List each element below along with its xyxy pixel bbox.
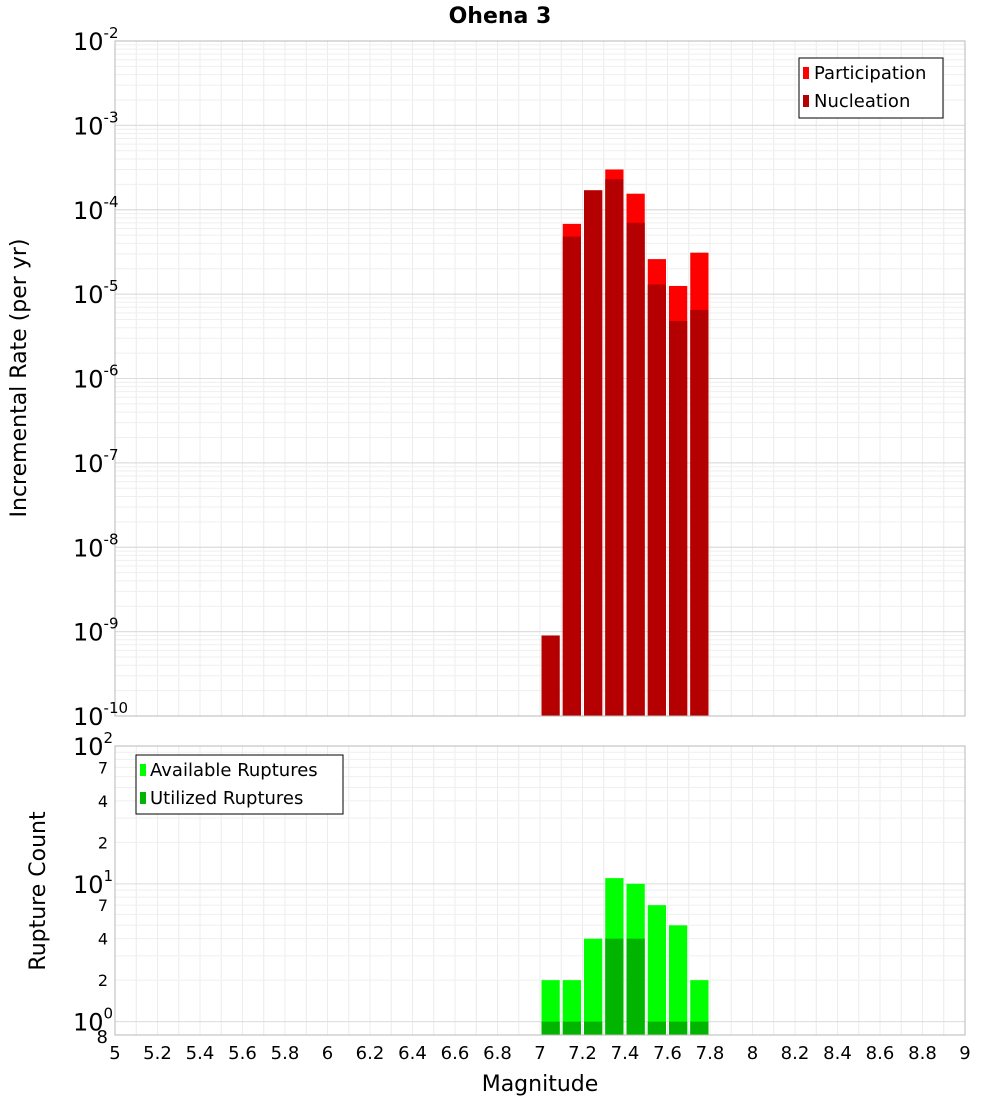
count-bars — [541, 878, 709, 1035]
nucleation-bar — [605, 179, 624, 716]
rate-legend: Participation Nucleation — [798, 57, 944, 119]
participation-legend-label: Participation — [814, 63, 926, 84]
y-tick-label: 10-2 — [73, 24, 119, 56]
count-plot-frame — [114, 745, 966, 1036]
available-legend-label: Available Ruptures — [150, 760, 318, 781]
x-tick-label: 6.4 — [398, 1043, 427, 1064]
y-tick-label: 8 — [97, 1027, 108, 1048]
x-tick-label: 6 — [322, 1043, 333, 1064]
count-y-axis-label: Rupture Count — [26, 811, 51, 971]
rate-plot-frame — [114, 40, 966, 717]
x-axis-label: Magnitude — [482, 1072, 599, 1097]
available-ruptures-bar — [541, 980, 560, 1035]
chart-title: Ohena 3 — [449, 4, 552, 29]
x-tick-label: 8.8 — [908, 1043, 937, 1064]
y-tick-label: 7 — [98, 758, 108, 777]
available-ruptures-bar — [584, 938, 603, 1035]
utilized-ruptures-bar — [584, 1021, 603, 1035]
available-ruptures-bar — [647, 905, 666, 1035]
y-tick-label: 10-7 — [73, 446, 119, 478]
y-tick-label: 10-4 — [73, 193, 119, 225]
x-tick-label: 8.4 — [823, 1043, 852, 1064]
x-tick-label: 5.4 — [186, 1043, 215, 1064]
x-tick-label: 7.2 — [568, 1043, 597, 1064]
x-tick-labels: 5 5.2 5.4 5.6 5.8 6 6.2 6.4 6.6 6.8 7 7.2 7.4 7.6 7.8 8… — [109, 1043, 970, 1064]
y-tick-label: 100 — [73, 1005, 113, 1037]
count-legend: Available Ruptures Utilized Ruptures — [135, 754, 344, 815]
rate-bars — [541, 169, 709, 716]
y-tick-label: 10-5 — [73, 277, 119, 309]
available-ruptures-bar — [690, 980, 709, 1035]
x-tick-label: 6.2 — [356, 1043, 385, 1064]
utilized-ruptures-bar — [605, 938, 624, 1035]
utilized-ruptures-bar — [690, 1021, 709, 1035]
y-tick-label: 102 — [73, 729, 113, 761]
y-tick-label: 4 — [98, 930, 108, 949]
x-tick-label: 5.6 — [228, 1043, 257, 1064]
nucleation-bar — [541, 635, 560, 716]
y-tick-label: 101 — [73, 867, 113, 899]
utilized-ruptures-bar — [647, 1021, 666, 1035]
x-tick-label: 6.8 — [483, 1043, 512, 1064]
participation-legend-swatch — [803, 67, 809, 79]
available-ruptures-bar — [669, 925, 688, 1035]
utilized-ruptures-bar — [541, 1021, 560, 1035]
utilized-ruptures-bar — [562, 1021, 581, 1035]
y-tick-label: 10-9 — [73, 615, 119, 647]
nucleation-legend-label: Nucleation — [814, 91, 910, 112]
nucleation-bar — [690, 309, 709, 716]
y-tick-label: 2 — [98, 971, 108, 990]
utilized-ruptures-bar — [669, 1021, 688, 1035]
x-tick-label: 7 — [534, 1043, 545, 1064]
nucleation-legend-swatch — [803, 95, 809, 107]
rate-y-axis-label: Incremental Rate (per yr) — [7, 239, 32, 518]
utilized-legend-label: Utilized Ruptures — [150, 788, 303, 809]
x-tick-label: 7.8 — [696, 1043, 725, 1064]
y-tick-label: 10-3 — [73, 108, 119, 140]
nucleation-bar — [562, 236, 581, 716]
x-tick-label: 5 — [109, 1043, 120, 1064]
x-tick-label: 6.6 — [441, 1043, 470, 1064]
y-tick-label: 7 — [98, 896, 108, 915]
available-ruptures-bar — [562, 980, 581, 1035]
nucleation-bar — [669, 321, 688, 716]
count-legend-box — [135, 754, 344, 815]
available-legend-swatch — [140, 764, 146, 776]
x-tick-label: 8 — [747, 1043, 758, 1064]
y-tick-label: 2 — [98, 833, 108, 852]
rate-y-ticks: 10-10 10-9 10-8 10-7 10-6 10-5 10-4 10-3 10-2 — [73, 24, 128, 731]
x-tick-label: 5.8 — [271, 1043, 300, 1064]
x-tick-label: 8.6 — [866, 1043, 895, 1064]
x-tick-label: 8.2 — [781, 1043, 810, 1064]
utilized-ruptures-bar — [626, 938, 645, 1035]
x-tick-label: 7.4 — [611, 1043, 640, 1064]
nucleation-bar — [626, 222, 645, 716]
x-tick-label: 5.2 — [143, 1043, 172, 1064]
x-tick-label: 7.6 — [653, 1043, 682, 1064]
y-tick-label: 4 — [98, 792, 108, 811]
x-tick-label: 9 — [959, 1043, 970, 1064]
rate-grid — [114, 40, 966, 717]
y-tick-label: 10-10 — [73, 699, 128, 731]
nucleation-bar — [647, 284, 666, 716]
y-tick-label: 10-6 — [73, 362, 119, 394]
rate-legend-box — [798, 57, 944, 119]
y-tick-label: 10-8 — [73, 530, 119, 562]
utilized-legend-swatch — [140, 792, 146, 804]
nucleation-bar — [584, 190, 603, 716]
